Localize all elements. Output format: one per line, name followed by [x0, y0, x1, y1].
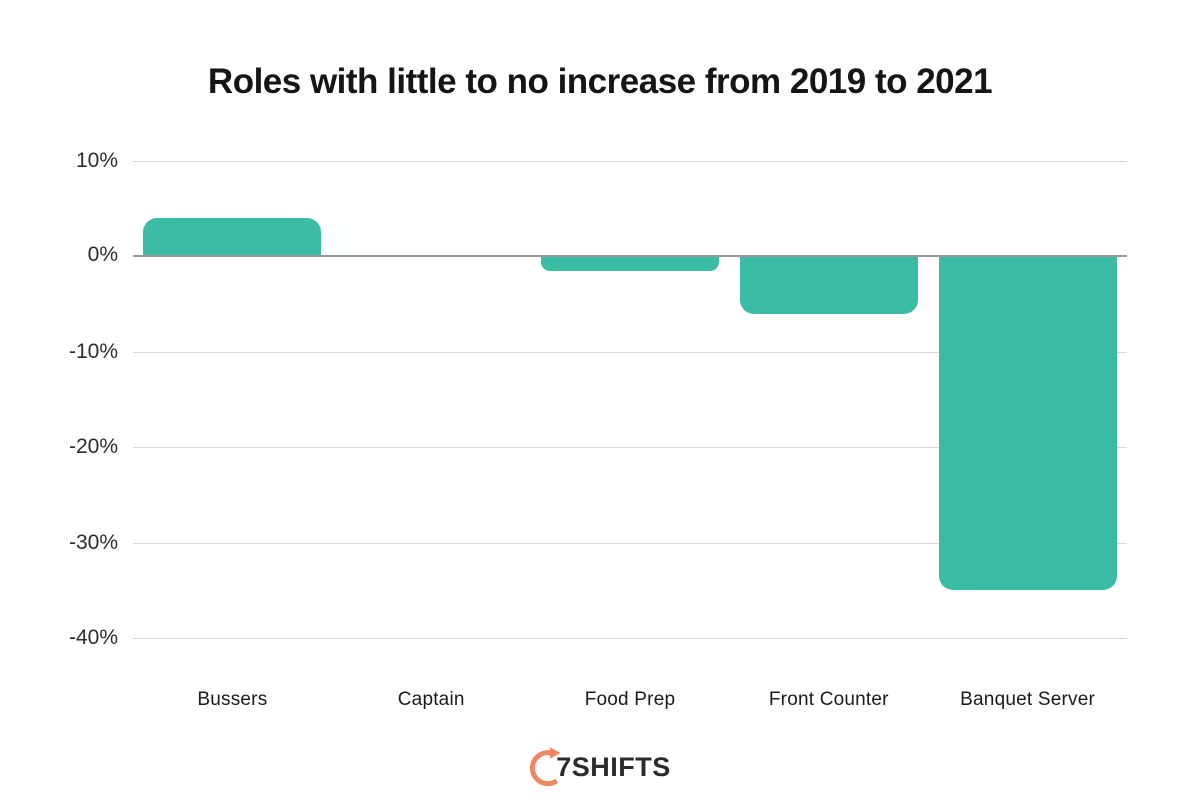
y-tick-label: -20%: [68, 435, 118, 459]
y-tick-label: -10%: [68, 339, 118, 363]
bar-food-prep: [541, 256, 719, 271]
gridline: -30%: [69, 531, 1127, 554]
y-tick-label: 0%: [87, 243, 118, 267]
brand-logo: 7SHIFTS: [0, 746, 1200, 788]
x-label-banquet-server: Banquet Server: [960, 689, 1095, 710]
gridline: -20%: [69, 435, 1127, 458]
bar-front-counter: [739, 256, 918, 314]
y-tick-label: -40%: [68, 626, 118, 649]
x-axis-labels: Bussers Captain Food Prep Front Counter Banq…: [133, 689, 1127, 711]
clock-arrow-icon: [530, 747, 561, 787]
brand-logo-text: 7SHIFTS: [556, 751, 671, 782]
gridline: -40%: [69, 626, 1127, 649]
bar-bussers: [143, 218, 322, 257]
x-label-food-prep: Food Prep: [584, 689, 676, 710]
plot-area: 10% 0% -10% -20% -30% -40%: [69, 149, 1127, 649]
gridline: 10%: [76, 149, 1127, 172]
chart-title: Roles with little to no increase from 20…: [207, 62, 993, 101]
x-label-bussers: Bussers: [197, 689, 268, 710]
y-tick-label: -30%: [68, 530, 118, 554]
zero-axis-line: 0%: [88, 243, 1127, 266]
y-tick-label: 10%: [75, 149, 118, 172]
x-label-front-counter: Front Counter: [768, 689, 889, 710]
gridline: -10%: [69, 340, 1127, 363]
x-label-captain: Captain: [397, 689, 465, 710]
bar-banquet-server: [938, 256, 1117, 591]
